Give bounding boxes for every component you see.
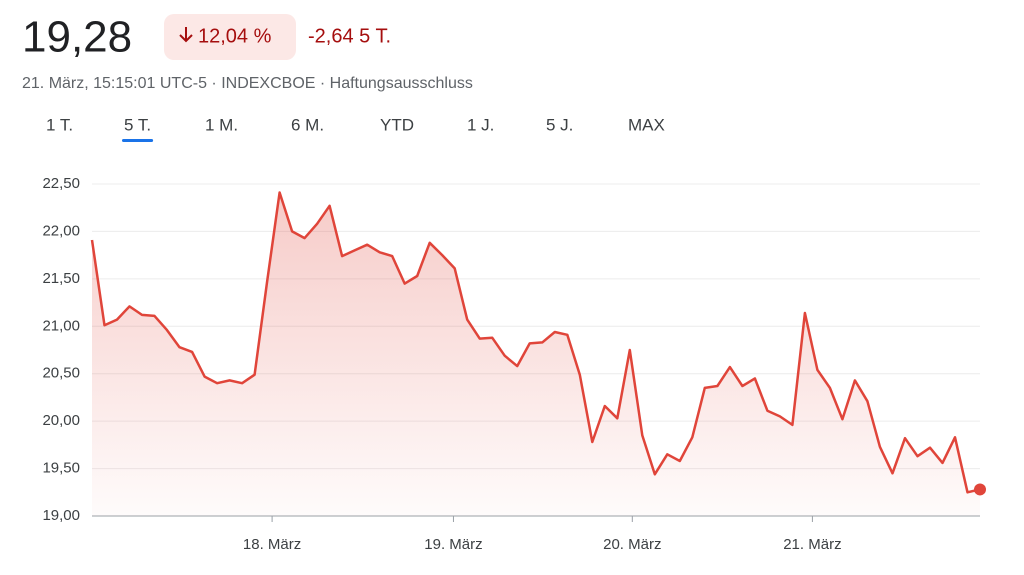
last-point — [974, 483, 986, 496]
area-fill — [92, 192, 980, 516]
y-tick-label: 21,00 — [42, 317, 80, 334]
x-tick-label: 18. März — [243, 536, 301, 553]
tab[interactable]: 1 T. — [46, 115, 73, 134]
tab[interactable]: 5 J. — [546, 115, 573, 134]
tab[interactable]: 6 M. — [291, 115, 324, 134]
y-tick-label: 22,50 — [42, 175, 80, 192]
x-tick-label: 19. März — [424, 536, 482, 553]
y-tick-label: 19,50 — [42, 460, 80, 477]
tab[interactable]: 5 T. — [124, 115, 151, 134]
tab[interactable]: MAX — [628, 115, 665, 134]
x-tick-label: 21. März — [783, 536, 841, 553]
y-tick-label: 21,50 — [42, 270, 80, 287]
y-tick-label: 20,50 — [42, 365, 80, 382]
tabs: 1 T. 5 T. 1 M. 6 M. YTD 1 J. 5 J. MAX — [46, 115, 665, 142]
change-abs: -2,64 5 T. — [308, 25, 391, 47]
tab[interactable]: 1 J. — [467, 115, 494, 134]
chart: 19,00 19,50 20,00 20,50 21,00 21,50 22,00 22,50… — [42, 175, 986, 553]
tab[interactable]: 1 M. — [205, 115, 238, 134]
change-percent: 12,04 % — [198, 25, 272, 47]
y-tick-label: 22,00 — [42, 222, 80, 239]
down-arrow — [179, 27, 193, 43]
price: 19,28 — [22, 13, 132, 62]
tab-underline — [122, 139, 154, 142]
y-tick-label: 19,00 — [42, 507, 80, 524]
subtitle: 21. März, 15:15:01 UTC-5 · INDEXCBOE · H… — [22, 75, 473, 92]
change-badge — [164, 14, 296, 60]
x-tick-label: 20. März — [603, 536, 661, 553]
y-tick-label: 20,00 — [42, 412, 80, 429]
tab[interactable]: YTD — [380, 115, 414, 134]
price-line — [90, 191, 981, 494]
